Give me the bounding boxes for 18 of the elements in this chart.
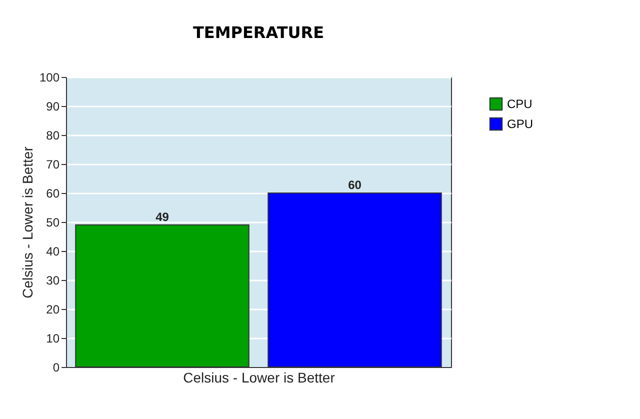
- y-tick-label: 60: [46, 186, 60, 200]
- x-axis-title: Celsius - Lower is Better: [183, 370, 336, 386]
- y-tick-label: 90: [46, 100, 60, 114]
- y-axis-title: Celsius - Lower is Better: [19, 146, 36, 298]
- y-tick-label: 0: [52, 360, 60, 374]
- y-tick-label: 100: [39, 70, 60, 84]
- legend-label: CPU: [507, 97, 532, 111]
- y-tick-label: 40: [46, 244, 60, 258]
- y-tick-label: 20: [46, 302, 60, 316]
- y-tick-label: 70: [46, 158, 60, 172]
- chart-title: TEMPERATURE: [192, 23, 324, 42]
- legend-label: GPU: [507, 117, 534, 131]
- y-tick-label: 50: [46, 216, 60, 230]
- y-tick-label: 80: [46, 128, 60, 142]
- data-label: 49: [156, 210, 170, 224]
- data-label: 60: [348, 178, 362, 192]
- y-tick-label: 10: [46, 332, 60, 346]
- y-tick-label: 30: [46, 274, 60, 288]
